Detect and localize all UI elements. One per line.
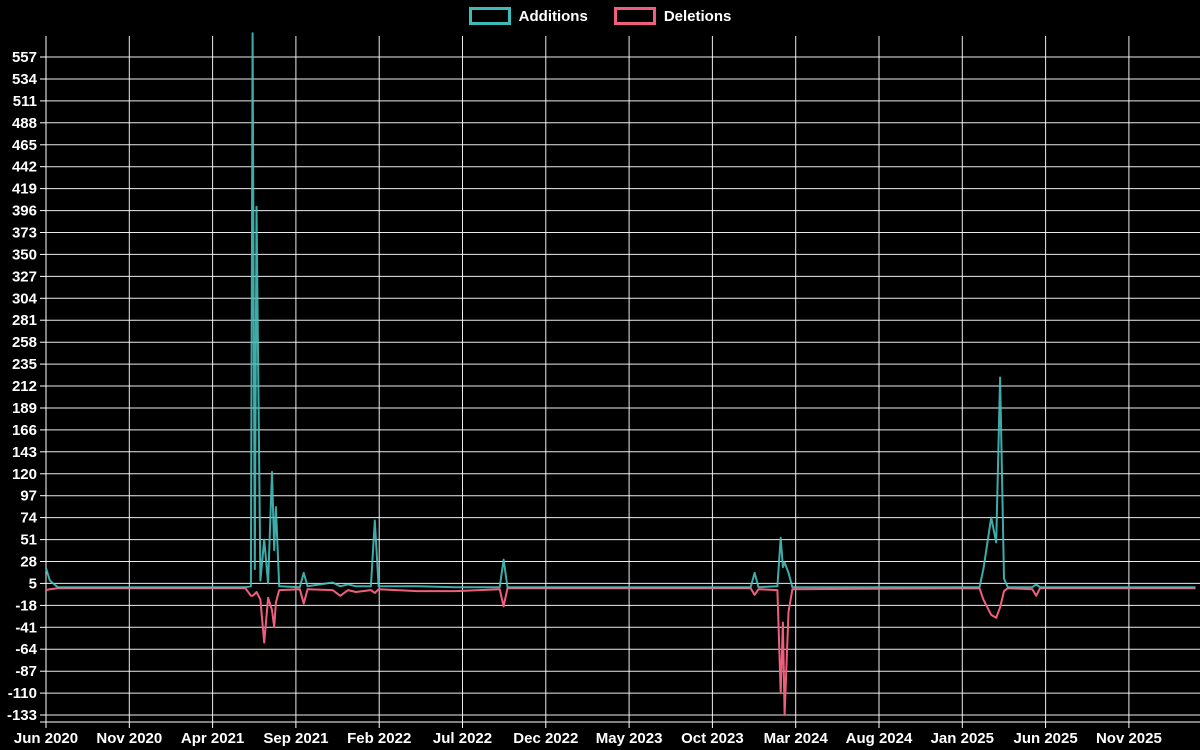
y-tick-label: -18 — [15, 597, 37, 614]
x-tick-label: Nov 2025 — [1096, 730, 1162, 747]
y-tick-label: -64 — [15, 641, 37, 658]
deletions-line — [45, 587, 1196, 716]
x-tick-label: May 2023 — [596, 730, 663, 747]
y-tick-label: 51 — [20, 532, 37, 549]
y-tick-label: 281 — [12, 312, 37, 329]
y-tick-label: 350 — [12, 246, 37, 263]
legend-label-additions: Additions — [518, 7, 588, 25]
deletions-swatch-icon — [613, 7, 656, 25]
x-tick-label: Apr 2021 — [181, 730, 244, 747]
y-tick-label: 465 — [12, 137, 37, 154]
x-tick-label: Sep 2021 — [263, 730, 328, 747]
y-tick-label: 419 — [12, 181, 37, 198]
y-tick-label: -87 — [15, 663, 37, 680]
y-tick-label: 534 — [12, 71, 38, 88]
y-tick-label: 189 — [12, 400, 37, 417]
y-tick-label: 235 — [12, 356, 37, 373]
y-tick-label: 396 — [12, 203, 37, 220]
chart-legend: Additions Deletions — [0, 7, 1200, 25]
legend-label-deletions: Deletions — [663, 7, 732, 25]
y-tick-label: 488 — [12, 115, 37, 132]
y-tick-label: 74 — [20, 510, 37, 527]
additions-line — [45, 32, 1196, 589]
y-tick-label: 143 — [12, 444, 37, 461]
y-tick-label: 442 — [12, 159, 37, 176]
y-tick-label: 120 — [12, 466, 37, 483]
x-tick-label: Jan 2025 — [931, 730, 994, 747]
x-tick-label: Dec 2022 — [513, 730, 578, 747]
y-tick-label: 212 — [12, 378, 37, 395]
y-tick-label: 166 — [12, 422, 37, 439]
y-tick-label: 5 — [29, 575, 37, 592]
x-tick-label: Aug 2024 — [846, 730, 913, 747]
x-tick-label: Mar 2024 — [764, 730, 829, 747]
additions-swatch-icon — [468, 7, 511, 25]
legend-item-deletions[interactable]: Deletions — [613, 7, 732, 25]
x-tick-label: Jun 2020 — [14, 730, 78, 747]
x-tick-label: Oct 2023 — [681, 730, 744, 747]
y-tick-label: 373 — [12, 225, 37, 242]
y-tick-label: 327 — [12, 268, 37, 285]
y-tick-label: 258 — [12, 334, 37, 351]
y-tick-label: 97 — [20, 488, 37, 505]
y-tick-label: 304 — [12, 290, 38, 307]
legend-item-additions[interactable]: Additions — [468, 7, 588, 25]
x-tick-label: Feb 2022 — [347, 730, 411, 747]
y-tick-label: -133 — [7, 707, 37, 724]
y-tick-label: 28 — [20, 554, 37, 571]
y-tick-label: -41 — [15, 619, 37, 636]
y-tick-label: -110 — [8, 685, 37, 702]
x-tick-label: Nov 2020 — [96, 730, 162, 747]
y-tick-label: 557 — [12, 49, 37, 66]
x-tick-label: Jul 2022 — [433, 730, 492, 747]
y-tick-label: 511 — [13, 93, 37, 110]
x-tick-label: Jun 2025 — [1013, 730, 1077, 747]
